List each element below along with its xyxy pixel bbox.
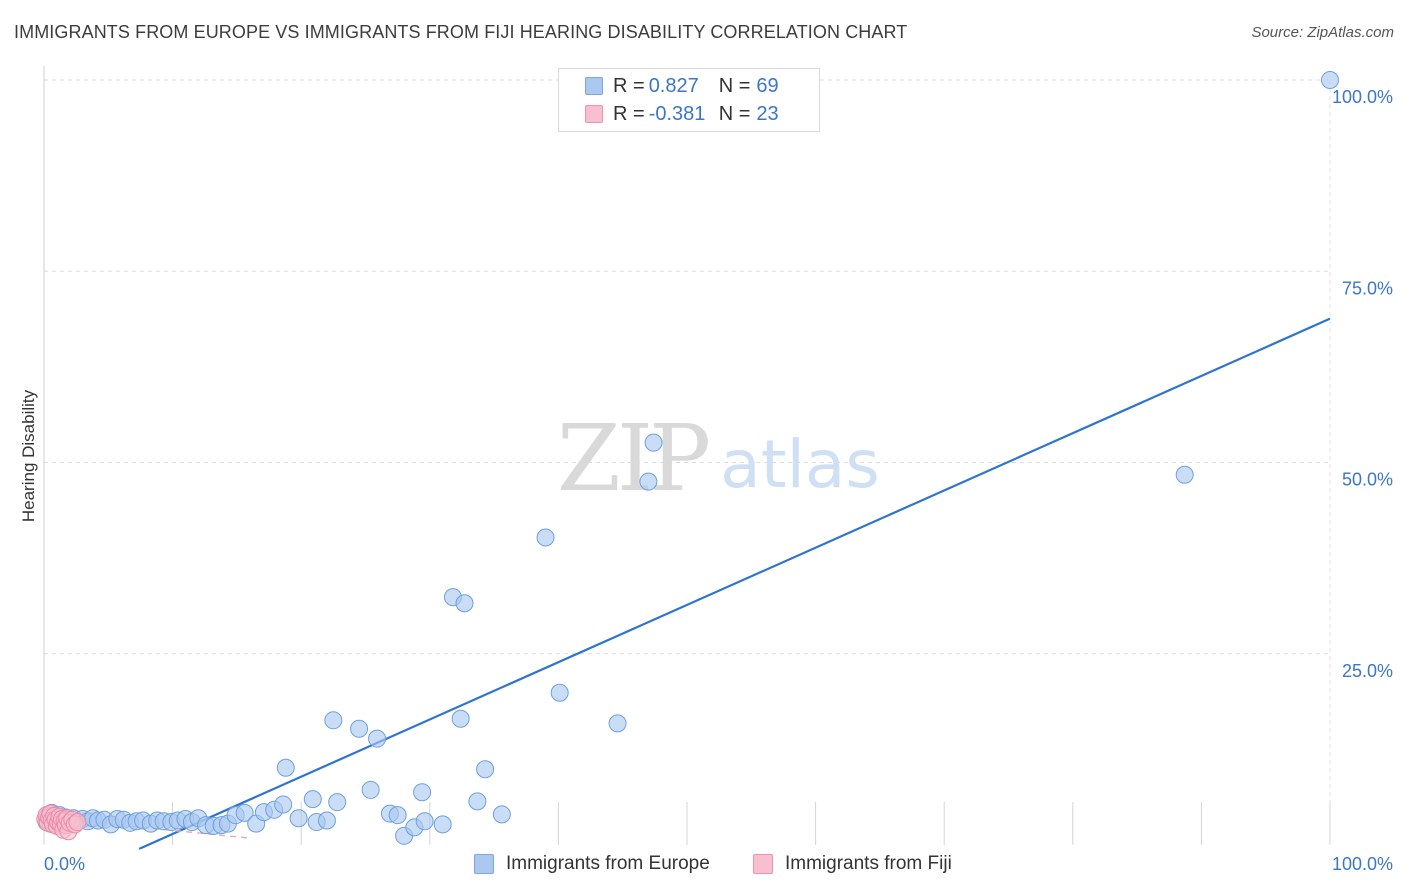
europe-point [1321, 71, 1339, 89]
europe-point [368, 729, 387, 748]
europe-point [361, 780, 380, 799]
europe-point [536, 528, 555, 547]
axes [43, 66, 1331, 845]
legend-swatch-europe [585, 77, 603, 95]
europe-point [413, 783, 432, 802]
trend-line-europe [138, 317, 1331, 850]
chart-title: IMMIGRANTS FROM EUROPE VS IMMIGRANTS FRO… [14, 22, 908, 42]
legend-n-value: 69 [756, 74, 779, 97]
europe-point [1175, 465, 1194, 484]
bottom-legend-swatch-fiji [753, 854, 773, 874]
x-tick-label: 0.0% [44, 854, 85, 874]
europe-point [328, 793, 347, 812]
europe-point [274, 795, 293, 814]
bottom-legend-europe[interactable]: Immigrants from Europe [474, 850, 710, 878]
europe-point [476, 760, 495, 779]
europe-point [289, 809, 308, 828]
europe-point [468, 792, 487, 811]
y-tick-label: 25.0% [1342, 661, 1393, 681]
europe-point [303, 790, 322, 809]
watermark-atlas: atlas [720, 426, 880, 503]
bottom-legend-label-europe: Immigrants from Europe [506, 853, 710, 874]
europe-point [550, 683, 569, 702]
europe-point [644, 433, 663, 452]
y-tick-label: 75.0% [1342, 278, 1393, 298]
europe-point [350, 719, 369, 738]
source-label: Source: ZipAtlas.com [1251, 24, 1394, 41]
legend-row-europe: R = 0.827 N = 69 [585, 72, 779, 100]
y-tick-label: 100.0% [1332, 87, 1393, 107]
legend-n-label: N = [718, 102, 751, 125]
europe-point [433, 815, 452, 834]
europe-point [492, 805, 511, 824]
europe-point [276, 758, 295, 777]
trend-lines [43, 317, 1331, 850]
bottom-legend-fiji[interactable]: Immigrants from Fiji [753, 850, 952, 878]
europe-point [455, 594, 474, 613]
watermark: ZIP atlas [557, 405, 880, 512]
tick-labels: 100.0% 75.0% 50.0% 25.0% 0.0% 100.0% Hearing D… [19, 87, 1393, 874]
bottom-legend-swatch-europe [474, 854, 494, 874]
europe-point [317, 811, 336, 830]
europe-point [388, 806, 407, 825]
data-points [36, 71, 1339, 845]
europe-point [324, 711, 343, 730]
europe-point [235, 803, 254, 822]
europe-point [451, 709, 470, 728]
y-axis-label: Hearing Disability [19, 389, 38, 522]
fiji-point [68, 813, 87, 832]
legend-n-value: 23 [756, 102, 779, 125]
legend-r-label: R = [613, 102, 645, 125]
y-tick-label: 50.0% [1342, 470, 1393, 490]
legend-r-value: -0.381 [648, 102, 706, 125]
legend-n-label: N = [718, 74, 751, 97]
x-tick-label: 100.0% [1332, 854, 1393, 874]
correlation-legend: R = 0.827 N = 69 R = -0.381 N = 23 [558, 68, 820, 132]
legend-r-value: 0.827 [648, 74, 699, 97]
legend-row-fiji: R = -0.381 N = 23 [585, 100, 779, 128]
legend-r-label: R = [613, 74, 645, 97]
europe-point [415, 812, 434, 831]
europe-point [608, 714, 627, 733]
bottom-legend-label-fiji: Immigrants from Fiji [785, 853, 952, 874]
watermark-zip: ZIP [557, 405, 708, 512]
legend-swatch-fiji [585, 105, 603, 123]
europe-point [639, 472, 658, 491]
